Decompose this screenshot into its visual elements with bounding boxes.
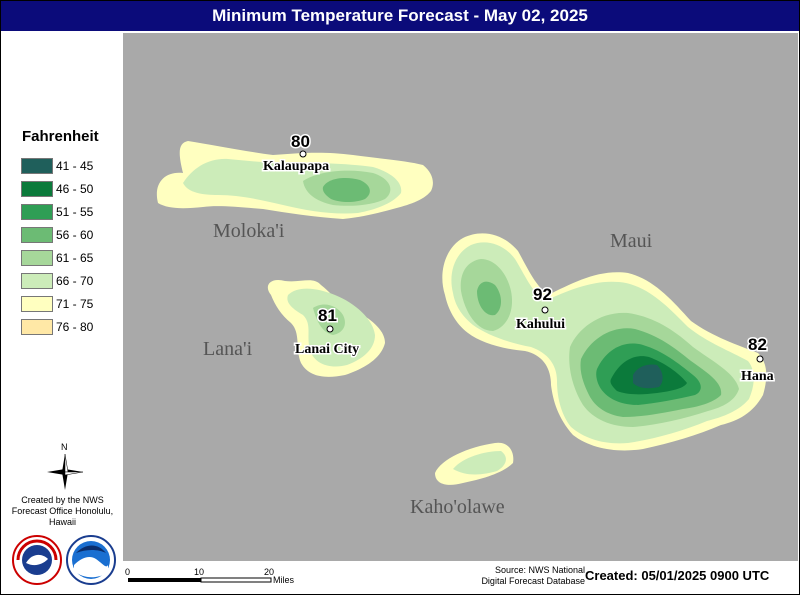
legend-swatch: [21, 181, 53, 197]
scale-tick-20: 20: [264, 567, 274, 577]
legend-label: 51 - 55: [56, 205, 94, 219]
compass-north-label: N: [61, 442, 68, 452]
station-temp-kahului: 92: [533, 285, 552, 304]
legend-item: 51 - 55: [21, 204, 131, 220]
island-maui: [442, 233, 767, 451]
map-area: Moloka'i Lana'i Maui Kaho'olawe 80 Kalau…: [123, 33, 798, 561]
station-temp-kalaupapa: 80: [291, 132, 310, 151]
legend-label: 46 - 50: [56, 182, 94, 196]
legend-swatch: [21, 227, 53, 243]
legend-item: 66 - 70: [21, 273, 131, 289]
station-marker-lanai-city: [326, 325, 334, 333]
legend-label: 56 - 60: [56, 228, 94, 242]
legend-item: 46 - 50: [21, 181, 131, 197]
legend-label: 41 - 45: [56, 159, 94, 173]
map-title: Minimum Temperature Forecast - May 02, 2…: [212, 6, 588, 25]
station-name-hana: Hana: [741, 369, 774, 384]
map-svg: Moloka'i Lana'i Maui Kaho'olawe 80 Kalau…: [156, 131, 775, 518]
source-line-2: Digital Forecast Database: [481, 576, 585, 586]
source-line-1: Source: NWS National: [494, 565, 585, 575]
station-temp-lanai-city: 81: [318, 306, 337, 325]
legend-item: 71 - 75: [21, 296, 131, 312]
noaa-logo-icon: [66, 535, 116, 585]
nws-logo-icon: [12, 535, 62, 585]
station-name-lanai-city: Lanai City: [295, 342, 359, 357]
station-name-kahului: Kahului: [516, 317, 565, 332]
legend-label: 71 - 75: [56, 297, 94, 311]
legend-item: 56 - 60: [21, 227, 131, 243]
scale-unit: Miles: [273, 575, 295, 585]
island-label-molokai: Moloka'i: [213, 220, 285, 242]
legend-swatch: [21, 250, 53, 266]
legend-swatch: [21, 158, 53, 174]
scale-tick-0: 0: [125, 567, 130, 577]
legend-label: 76 - 80: [56, 320, 94, 334]
legend-label: 66 - 70: [56, 274, 94, 288]
scale-bar: 0 10 20 Miles: [125, 567, 295, 585]
island-kahoolawe: [435, 442, 514, 485]
station-marker-kahului: [541, 306, 549, 314]
station-marker-hana: [756, 355, 764, 363]
station-temp-hana: 82: [748, 335, 767, 354]
legend-item: 76 - 80: [21, 319, 131, 335]
island-lanai: [267, 279, 385, 377]
created-timestamp: Created: 05/01/2025 0900 UTC: [585, 568, 770, 583]
legend-swatch: [21, 204, 53, 220]
legend-swatch: [21, 273, 53, 289]
legend-swatch: [21, 296, 53, 312]
title-bar: Minimum Temperature Forecast - May 02, 2…: [1, 1, 799, 31]
legend-swatch: [21, 319, 53, 335]
scale-tick-10: 10: [194, 567, 204, 577]
island-molokai: [156, 141, 433, 219]
island-label-kahoolawe: Kaho'olawe: [410, 496, 505, 518]
legend-label: 61 - 65: [56, 251, 94, 265]
compass-icon: N: [47, 442, 84, 490]
station-name-kalaupapa: Kalaupapa: [263, 159, 329, 174]
legend-title: Fahrenheit: [22, 128, 99, 145]
legend-item: 61 - 65: [21, 250, 131, 266]
source-note: Source: NWS National Digital Forecast Da…: [455, 565, 585, 587]
island-label-lanai: Lana'i: [203, 338, 253, 360]
credits: Created by the NWS Forecast Office Honol…: [11, 495, 114, 527]
station-marker-kalaupapa: [299, 150, 307, 158]
legend-item: 41 - 45: [21, 158, 131, 174]
island-label-maui: Maui: [610, 230, 653, 252]
